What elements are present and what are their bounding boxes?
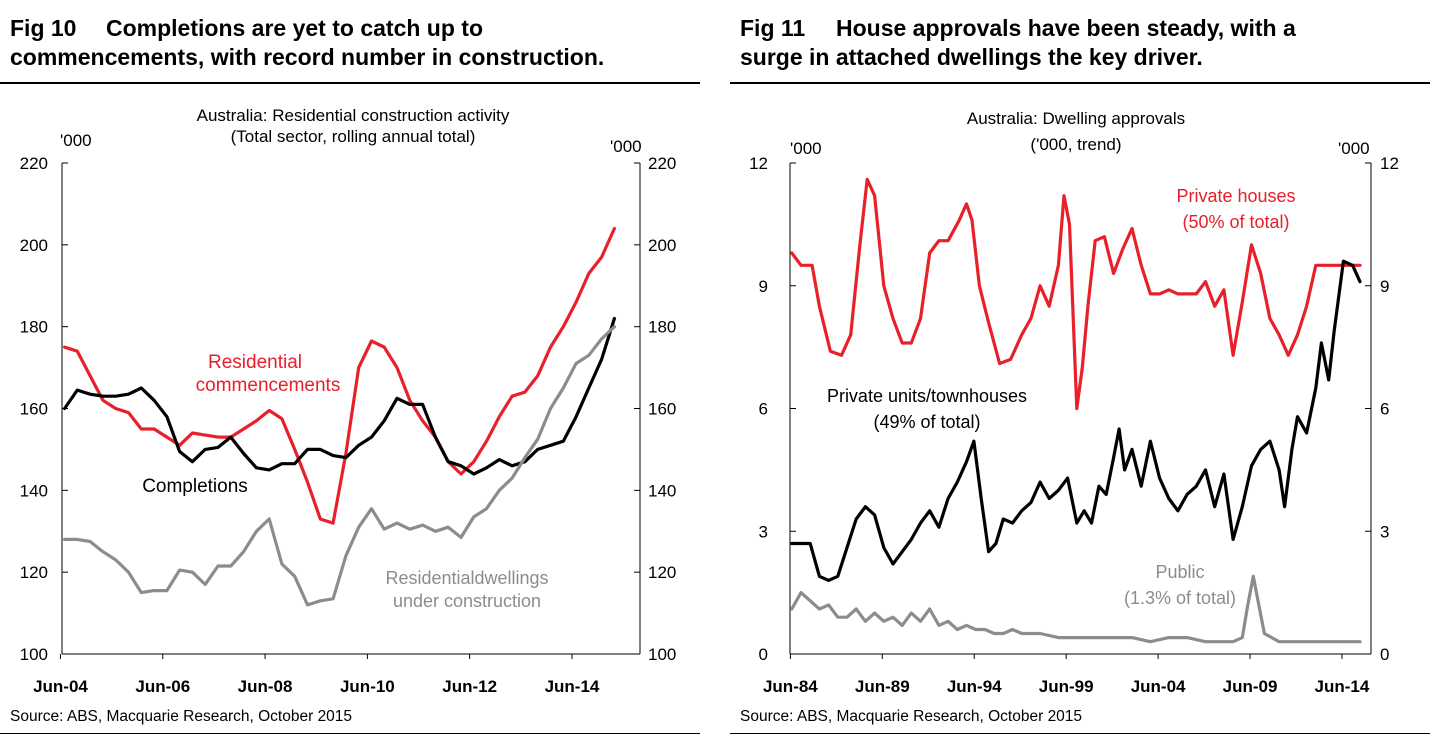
series-line-residential-dwellings-under-construction bbox=[62, 325, 617, 607]
figure-title: Fig 10 Completions are yet to catch up to… bbox=[10, 14, 700, 72]
y-tick-label-right: 12 bbox=[1380, 154, 1399, 173]
series-line-residential-commencements bbox=[62, 226, 617, 525]
title-rule bbox=[0, 82, 700, 84]
annotation-private-houses-2: (50% of total) bbox=[1182, 212, 1289, 232]
axes: 0 0 3 3 6 6 9 9 12 12 Jun-84 Jun-89 Jun-94 Jun-99 Jun-… bbox=[749, 154, 1399, 696]
annotation-units-1: Private units/townhouses bbox=[827, 386, 1027, 406]
y-axis-unit-right: '000 bbox=[610, 137, 642, 156]
annotation-completions: Completions bbox=[142, 476, 248, 497]
y-tick-label-left: 160 bbox=[20, 400, 48, 419]
x-tick-label: Jun-12 bbox=[442, 677, 497, 696]
chart-title: Australia: Residential construction acti… bbox=[197, 106, 510, 125]
annotation-commencements-1: Residential bbox=[208, 352, 302, 373]
series-lines bbox=[790, 177, 1362, 644]
y-tick-label-left: 140 bbox=[20, 481, 48, 500]
y-axis-unit-left: '000 bbox=[60, 131, 92, 150]
y-tick-label-left: 200 bbox=[20, 236, 48, 255]
series-lines bbox=[62, 226, 617, 607]
axes: 100 100 120 120 140 140 160 160 180 180 200 200 220 2… bbox=[20, 154, 677, 696]
x-tick-label: Jun-14 bbox=[1315, 677, 1370, 696]
chart-subtitle: (Total sector, rolling annual total) bbox=[231, 127, 476, 146]
title-rule bbox=[730, 82, 1430, 84]
figure-title-line1: Completions are yet to catch up to bbox=[106, 15, 483, 41]
x-tick-label: Jun-99 bbox=[1039, 677, 1094, 696]
annotation-public-2: (1.3% of total) bbox=[1124, 588, 1236, 608]
construction-activity-chart: Australia: Residential construction acti… bbox=[20, 106, 677, 696]
y-tick-label-right: 9 bbox=[1380, 277, 1389, 296]
y-axis-unit-left: '000 bbox=[790, 139, 822, 158]
figure-number: Fig 10 bbox=[10, 15, 77, 41]
x-tick-label: Jun-94 bbox=[947, 677, 1002, 696]
x-tick-label: Jun-04 bbox=[33, 677, 88, 696]
x-tick-label: Jun-10 bbox=[340, 677, 395, 696]
y-tick-label-left: 12 bbox=[749, 154, 768, 173]
chart-title: Australia: Dwelling approvals bbox=[967, 109, 1185, 128]
y-tick-label-right: 3 bbox=[1380, 522, 1389, 541]
y-tick-label-right: 120 bbox=[648, 563, 676, 582]
annotation-commencements-2: commencements bbox=[196, 375, 341, 396]
x-tick-label: Jun-08 bbox=[238, 677, 293, 696]
figure-title-line2: surge in attached dwellings the key driv… bbox=[740, 44, 1203, 70]
y-tick-label-left: 9 bbox=[759, 277, 768, 296]
x-tick-label: Jun-06 bbox=[135, 677, 190, 696]
x-tick-label: Jun-89 bbox=[855, 677, 910, 696]
series-line-public bbox=[790, 574, 1362, 644]
figure-11: Fig 11 House approvals have been steady, … bbox=[730, 0, 1430, 753]
y-tick-label-left: 0 bbox=[759, 645, 768, 664]
dwelling-approvals-chart: Australia: Dwelling approvals ('000, tre… bbox=[749, 109, 1399, 696]
source-note: Source: ABS, Macquarie Research, October… bbox=[10, 708, 353, 725]
series-line-completions bbox=[62, 316, 617, 476]
source-note: Source: ABS, Macquarie Research, October… bbox=[740, 708, 1083, 725]
y-tick-label-right: 0 bbox=[1380, 645, 1389, 664]
y-tick-label-left: 6 bbox=[759, 400, 768, 419]
y-tick-label-left: 180 bbox=[20, 318, 48, 337]
series-line-private-houses bbox=[790, 177, 1362, 411]
annotation-units-2: (49% of total) bbox=[873, 412, 980, 432]
figure-title-line2: commencements, with record number in con… bbox=[10, 44, 605, 70]
annotation-private-houses-1: Private houses bbox=[1176, 186, 1295, 206]
bottom-rule bbox=[730, 733, 1430, 734]
figure-title: Fig 11 House approvals have been steady, … bbox=[740, 14, 1430, 72]
figure-10: Fig 10 Completions are yet to catch up to… bbox=[0, 0, 700, 753]
series-line-private-units-townhouses bbox=[790, 259, 1362, 582]
bottom-rule bbox=[0, 733, 700, 734]
x-tick-label: Jun-09 bbox=[1223, 677, 1278, 696]
figure-title-line1: House approvals have been steady, with a bbox=[836, 15, 1296, 41]
x-tick-label: Jun-14 bbox=[545, 677, 600, 696]
y-tick-label-right: 100 bbox=[648, 645, 676, 664]
y-tick-label-left: 3 bbox=[759, 522, 768, 541]
y-tick-label-right: 200 bbox=[648, 236, 676, 255]
annotation-under-construction-1: Residentialdwellings bbox=[385, 568, 548, 588]
y-axis-unit-right: '000 bbox=[1338, 139, 1370, 158]
x-tick-label: Jun-84 bbox=[763, 677, 818, 696]
y-tick-label-right: 220 bbox=[648, 154, 676, 173]
chart-subtitle: ('000, trend) bbox=[1030, 135, 1121, 154]
y-tick-label-right: 160 bbox=[648, 400, 676, 419]
y-tick-label-right: 180 bbox=[648, 318, 676, 337]
y-tick-label-right: 6 bbox=[1380, 400, 1389, 419]
annotation-under-construction-2: under construction bbox=[393, 591, 541, 611]
y-tick-label-right: 140 bbox=[648, 481, 676, 500]
figure-number: Fig 11 bbox=[740, 15, 806, 41]
y-tick-label-left: 120 bbox=[20, 563, 48, 582]
y-tick-label-left: 100 bbox=[20, 645, 48, 664]
annotation-public-1: Public bbox=[1155, 562, 1204, 582]
y-tick-label-left: 220 bbox=[20, 154, 48, 173]
x-tick-label: Jun-04 bbox=[1131, 677, 1186, 696]
